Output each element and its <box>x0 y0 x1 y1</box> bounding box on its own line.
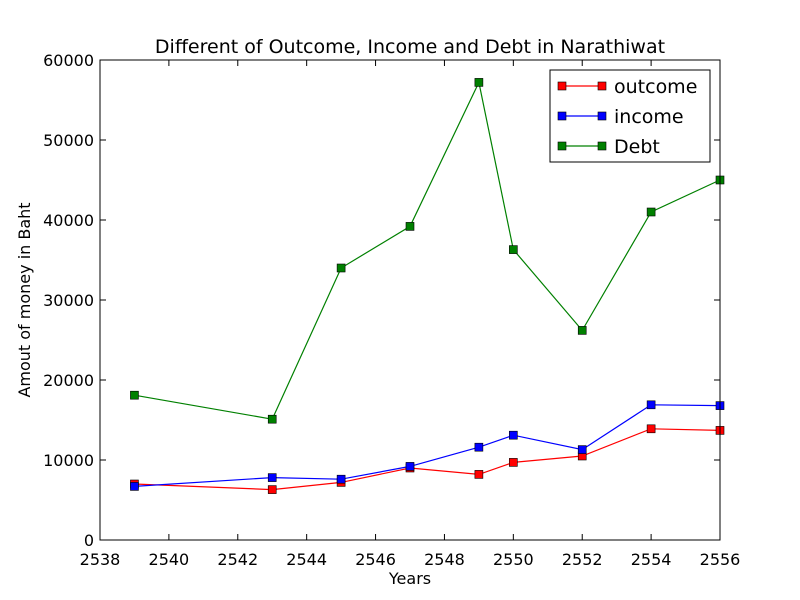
data-point-debt <box>577 326 587 335</box>
x-axis-label: Years <box>388 569 431 588</box>
data-point-debt <box>336 263 346 273</box>
x-tick-label: 2542 <box>217 550 258 569</box>
y-tick-label: 50000 <box>43 131 94 150</box>
chart-title: Different of Outcome, Income and Debt in… <box>155 36 665 58</box>
y-tick-label: 60000 <box>43 51 94 70</box>
legend: outcome income Debt <box>549 69 711 163</box>
legend-marker-left-debt <box>557 141 567 151</box>
data-point-income <box>577 445 587 454</box>
legend-marker-right-debt <box>597 141 607 151</box>
series-debt <box>130 78 725 424</box>
data-point-income <box>405 462 415 471</box>
data-point-income <box>509 430 518 440</box>
legend-marker-right-outcome <box>597 81 607 91</box>
data-point-debt <box>405 222 415 231</box>
data-point-income <box>130 482 139 491</box>
x-tick-label: 2550 <box>493 550 534 569</box>
data-point-outcome <box>646 424 656 434</box>
legend-marker-left-outcome <box>557 81 567 91</box>
y-tick-label: 0 <box>84 531 94 550</box>
data-point-debt <box>474 78 484 87</box>
data-point-debt <box>509 245 518 254</box>
legend-label-income: income <box>614 106 684 128</box>
data-point-outcome <box>474 470 484 479</box>
y-tick-label: 10000 <box>43 451 94 470</box>
y-tick-labels: 0 10000 20000 30000 40000 50000 60000 <box>43 51 94 550</box>
x-tick-label: 2546 <box>355 550 396 569</box>
y-tick-label: 40000 <box>43 211 94 230</box>
x-tick-label: 2552 <box>562 550 603 569</box>
legend-item-income: income <box>557 106 684 128</box>
legend-label-outcome: outcome <box>614 76 697 98</box>
data-point-debt <box>130 390 139 400</box>
data-point-debt <box>267 414 277 424</box>
x-tick-label: 2548 <box>424 550 465 569</box>
legend-label-debt: Debt <box>614 136 660 158</box>
legend-marker-right-income <box>597 111 607 121</box>
x-tick-label: 2556 <box>700 550 741 569</box>
x-tick-labels: 2538 2540 2542 2544 2546 2548 2550 2552 2554 2556 <box>80 550 741 569</box>
data-point-income <box>646 400 656 410</box>
y-axis-label: Amout of money in Baht <box>15 202 34 397</box>
x-tick-label: 2540 <box>149 550 190 569</box>
data-point-income <box>474 442 484 452</box>
x-tick-label: 2554 <box>631 550 672 569</box>
y-tick-label: 30000 <box>43 291 94 310</box>
data-point-income <box>267 473 277 482</box>
series-layer <box>130 78 725 494</box>
plot-frame <box>99 59 721 541</box>
data-point-outcome <box>267 485 277 494</box>
legend-item-outcome: outcome <box>557 76 697 98</box>
x-tick-label: 2538 <box>80 550 121 569</box>
legend-marker-left-income <box>557 111 567 121</box>
data-point-debt <box>646 207 656 217</box>
y-tick-label: 20000 <box>43 371 94 390</box>
data-point-outcome <box>509 458 518 467</box>
legend-item-debt: Debt <box>557 136 660 158</box>
x-tick-label: 2544 <box>286 550 327 569</box>
data-point-income <box>336 474 346 484</box>
